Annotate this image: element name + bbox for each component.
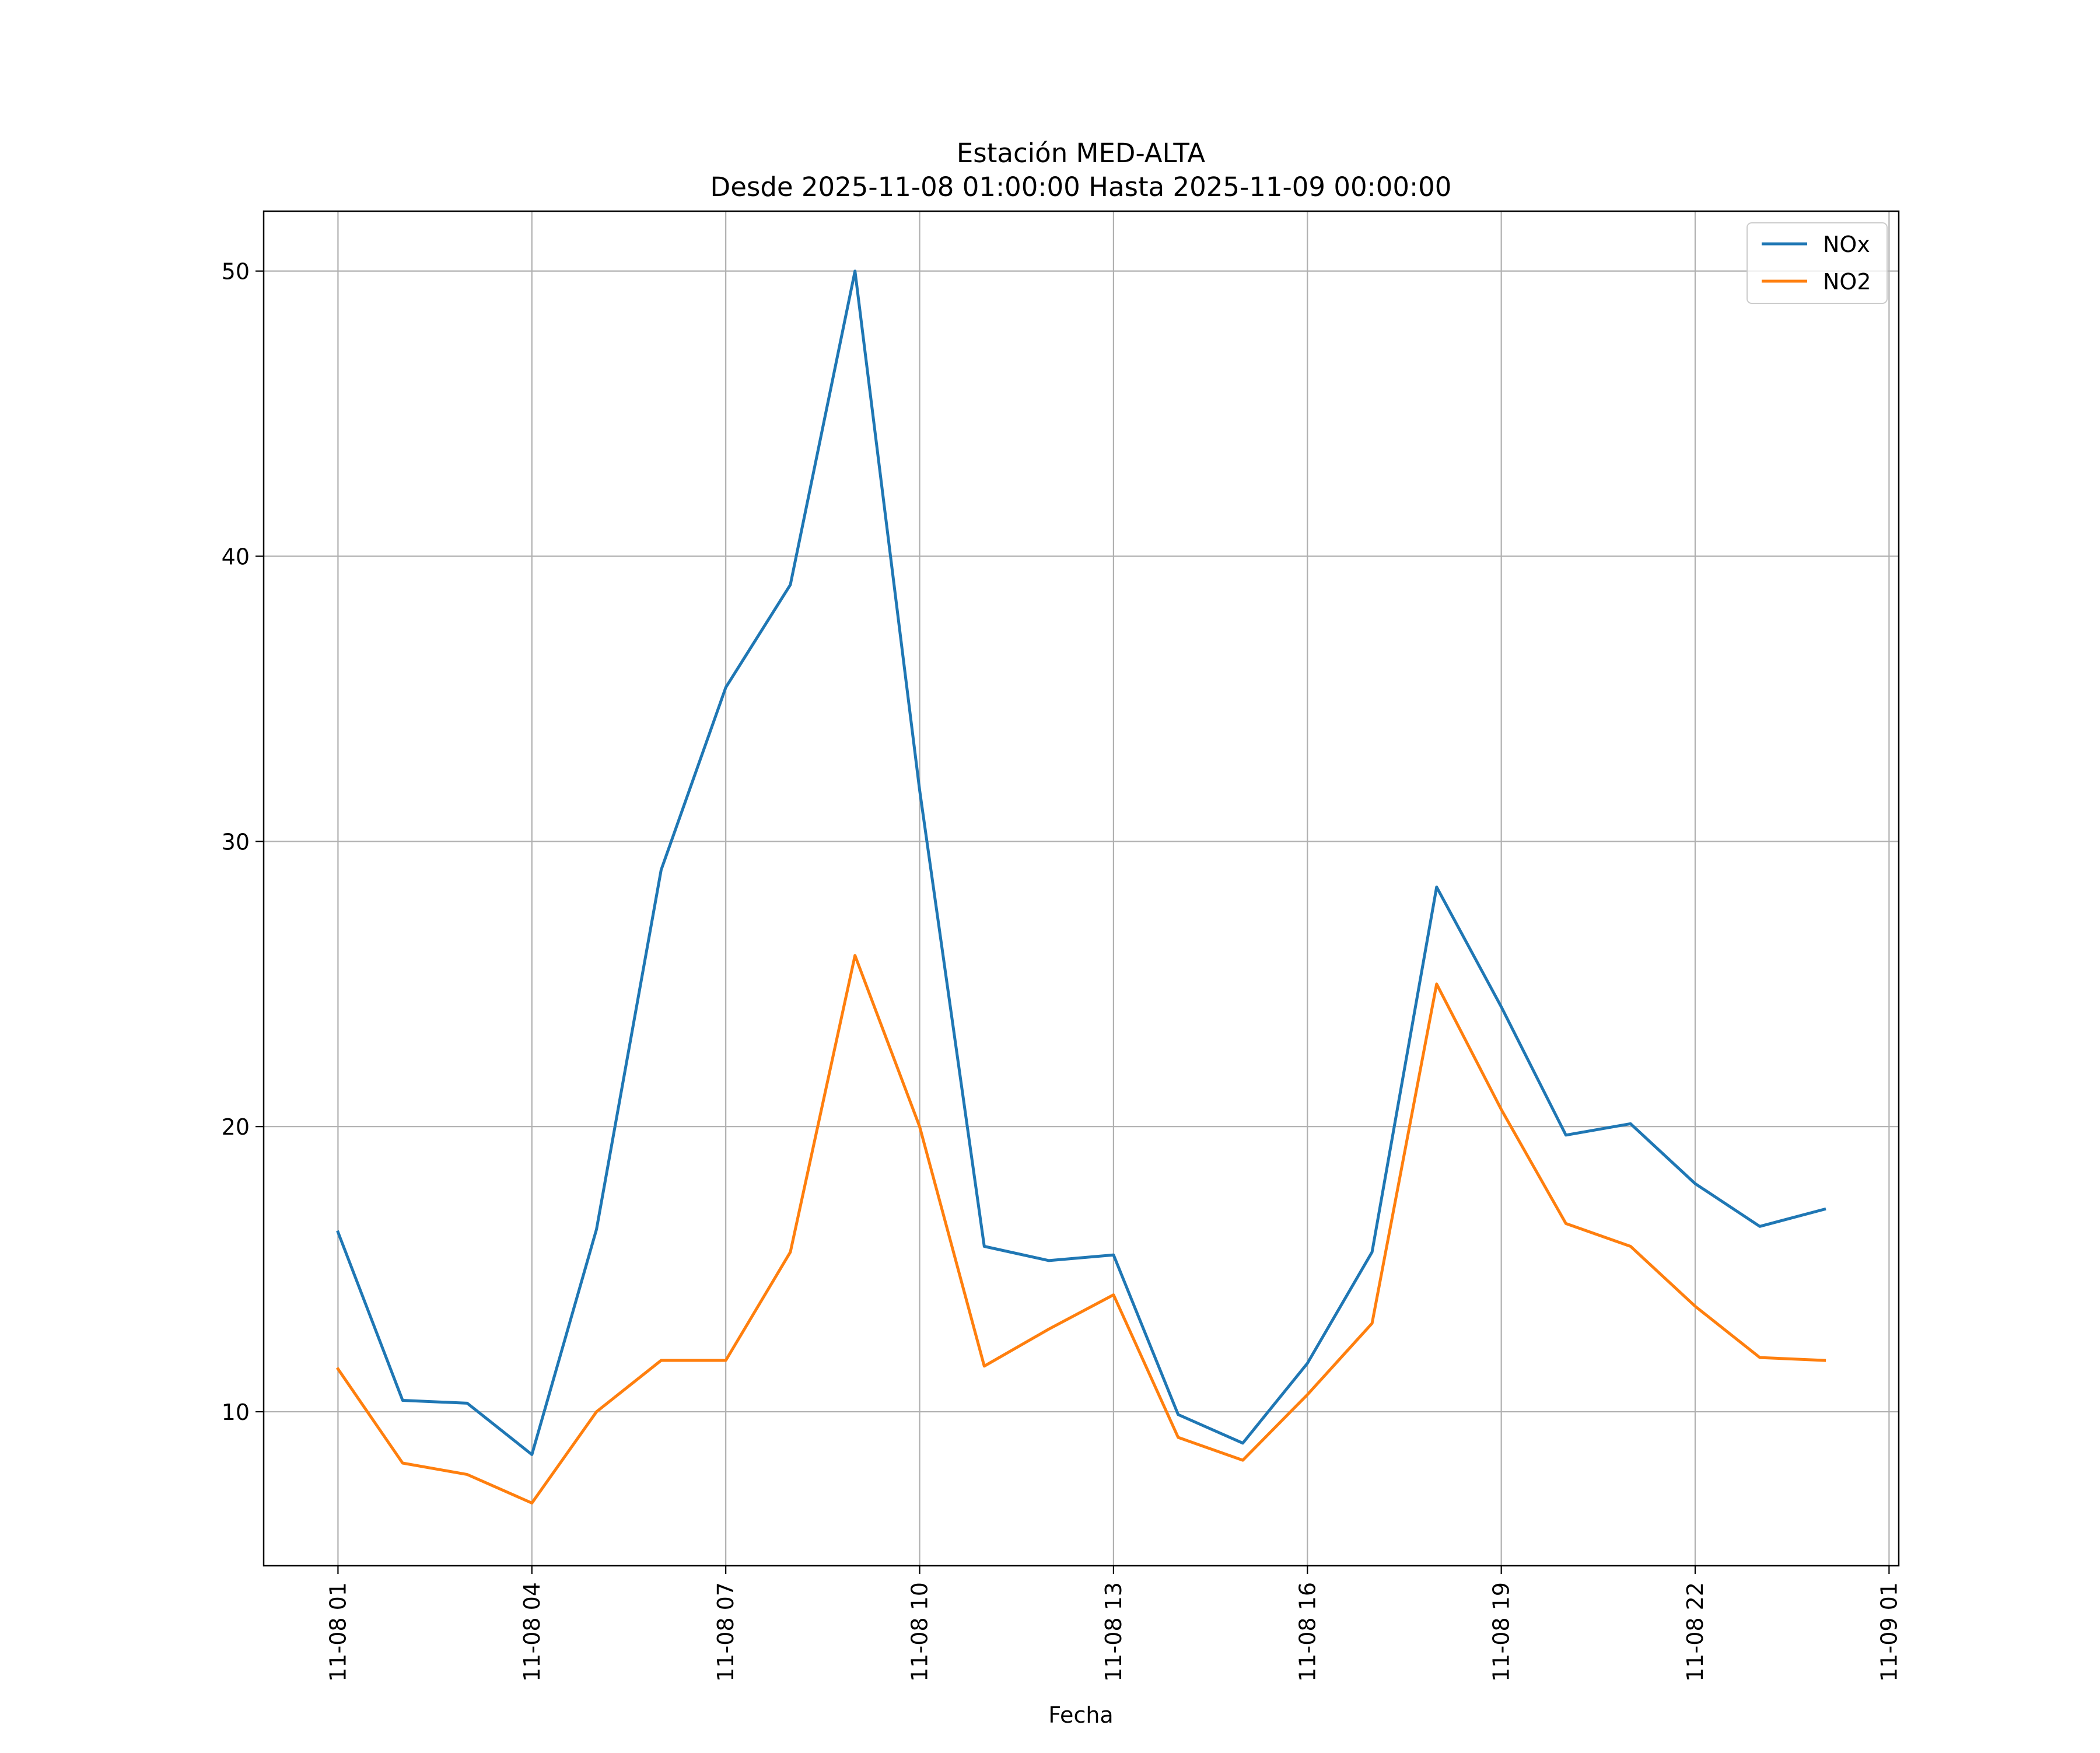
y-tick-label: 40 — [222, 544, 250, 569]
x-tick-label: 11-08 10 — [907, 1582, 933, 1682]
plot-frame — [262, 210, 1900, 1567]
x-tick-label: 11-08 07 — [713, 1582, 738, 1682]
legend-label-no2: NO2 — [1823, 269, 1871, 295]
y-tick-label: 30 — [222, 829, 250, 855]
legend-label-nox: NOx — [1823, 232, 1870, 257]
x-tick-label: 11-09 01 — [1876, 1582, 1902, 1682]
x-tick-label: 11-08 04 — [519, 1582, 545, 1682]
x-tick-label: 11-08 16 — [1294, 1582, 1320, 1682]
series-lines — [335, 270, 1826, 1504]
x-axis-ticks: 11-08 01 11-08 04 11-08 07 11-08 10 11-08 13… — [325, 1566, 1902, 1682]
x-axis-label: Fecha — [1048, 1702, 1113, 1728]
chart-subtitle: Desde 2025-11-08 01:00:00 Hasta 2025-11-… — [710, 172, 1452, 202]
series-line-no2 — [335, 954, 1826, 1504]
y-axis-ticks: 10 20 30 40 50 — [222, 259, 264, 1425]
chart-title: Estación MED-ALTA — [957, 138, 1206, 169]
legend: NOx NO2 — [1746, 222, 1888, 304]
x-tick-label: 11-08 01 — [325, 1582, 351, 1682]
y-tick-label: 10 — [222, 1399, 250, 1425]
y-tick-label: 50 — [222, 259, 250, 285]
series-line-nox — [336, 270, 1826, 1456]
x-tick-label: 11-08 22 — [1682, 1582, 1708, 1682]
y-tick-label: 20 — [222, 1114, 250, 1140]
x-tick-label: 11-08 19 — [1489, 1582, 1514, 1682]
x-tick-label: 11-08 13 — [1101, 1582, 1126, 1682]
grid-lines — [264, 211, 1899, 1566]
